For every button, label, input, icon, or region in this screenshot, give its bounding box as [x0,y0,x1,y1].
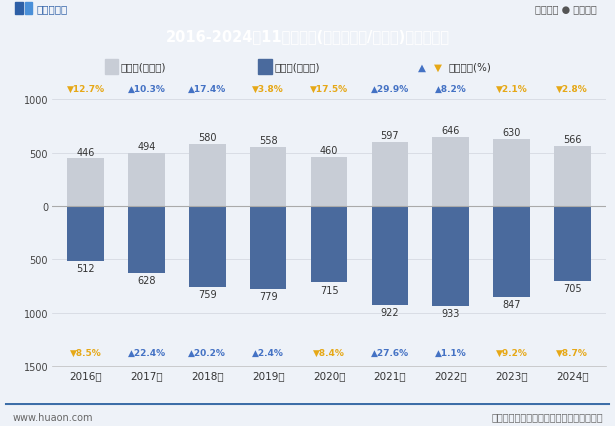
Text: 933: 933 [442,308,460,318]
Bar [554,146,590,207]
Text: ▼2.8%: ▼2.8% [557,85,588,94]
Text: ▲2.4%: ▲2.4% [252,348,284,357]
Text: 华经情报网: 华经情报网 [37,4,68,14]
Text: 数据来源：中国海关；华经产业研究院整理: 数据来源：中国海关；华经产业研究院整理 [491,412,603,422]
Text: ▲22.4%: ▲22.4% [127,348,165,357]
Bar [129,154,165,207]
Text: ▼8.4%: ▼8.4% [313,348,345,357]
Text: ▲29.9%: ▲29.9% [371,85,409,94]
Text: 专业严谨 ● 客观科学: 专业严谨 ● 客观科学 [535,4,597,14]
Bar [432,138,469,207]
Text: 580: 580 [198,133,216,143]
Text: 566: 566 [563,135,582,144]
Text: 597: 597 [381,131,399,141]
Text: 715: 715 [320,285,338,295]
Bar [493,207,530,297]
Text: 出口额(亿美元): 出口额(亿美元) [121,62,166,72]
Text: 922: 922 [381,307,399,317]
Bar [68,159,104,207]
Bar [105,60,118,75]
Text: 558: 558 [259,135,277,145]
Bar [311,207,347,283]
Bar [432,207,469,306]
Text: ▼8.5%: ▼8.5% [70,348,101,357]
Text: 759: 759 [198,290,216,299]
Text: 460: 460 [320,146,338,155]
Text: 512: 512 [76,263,95,273]
Bar [493,139,530,207]
Text: ▼2.1%: ▼2.1% [496,85,528,94]
Text: 630: 630 [502,128,521,138]
Text: 同比增长(%): 同比增长(%) [449,62,492,72]
Bar [258,60,272,75]
Text: ▼9.2%: ▼9.2% [496,348,528,357]
Text: ▼8.7%: ▼8.7% [557,348,589,357]
Text: 847: 847 [502,299,521,309]
Bar [68,207,104,261]
Bar [25,3,32,15]
Text: ▲1.1%: ▲1.1% [435,348,467,357]
Text: www.huaon.com: www.huaon.com [12,412,93,422]
Bar [15,3,23,15]
Text: ▲10.3%: ▲10.3% [128,85,165,94]
Text: 646: 646 [442,126,460,136]
Bar [129,207,165,273]
Text: ▲17.4%: ▲17.4% [188,85,226,94]
Text: ▼3.8%: ▼3.8% [252,85,284,94]
Bar [554,207,590,282]
Bar [250,207,287,290]
Text: 494: 494 [137,142,156,152]
Text: ▼17.5%: ▼17.5% [310,85,348,94]
Bar [311,158,347,207]
Text: ▲: ▲ [418,62,426,72]
Text: 2016-2024年11月辽宁省(境内目的地/货源地)进、出口额: 2016-2024年11月辽宁省(境内目的地/货源地)进、出口额 [165,29,450,44]
Bar [250,147,287,207]
Bar [371,143,408,207]
Text: ▲8.2%: ▲8.2% [435,85,467,94]
Text: 779: 779 [259,292,277,302]
Text: ▼: ▼ [434,62,442,72]
Text: 705: 705 [563,284,582,294]
Text: ▼12.7%: ▼12.7% [66,85,105,94]
Text: 446: 446 [76,147,95,157]
Bar [189,207,226,288]
Text: 628: 628 [137,276,156,285]
Text: ▲27.6%: ▲27.6% [371,348,409,357]
Text: 进口额(亿美元): 进口额(亿美元) [274,62,320,72]
Text: ▲20.2%: ▲20.2% [188,348,226,357]
Bar [371,207,408,305]
Bar [189,145,226,207]
